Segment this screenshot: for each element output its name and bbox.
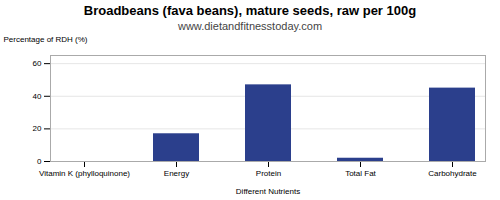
svg-text:Protein: Protein: [256, 169, 281, 178]
svg-text:0: 0: [37, 157, 42, 166]
svg-text:60: 60: [33, 59, 42, 68]
svg-text:Total Fat: Total Fat: [345, 169, 376, 178]
svg-text:40: 40: [33, 92, 42, 101]
svg-text:Different Nutrients: Different Nutrients: [236, 187, 300, 196]
svg-text:Carbohydrate: Carbohydrate: [428, 169, 477, 178]
html-text:Broadbeans (fava beans), matur: Broadbeans (fava beans), mature seeds, r…: [83, 3, 417, 18]
svg-text:Percentage of RDH (%): Percentage of RDH (%): [4, 35, 88, 44]
svg-text:Energy: Energy: [164, 169, 189, 178]
svg-text:20: 20: [33, 124, 42, 133]
html-text:www.dietandfitnesstoday.com: www.dietandfitnesstoday.com: [178, 20, 322, 32]
svg-text:Vitamin K (phylloquinone): Vitamin K (phylloquinone): [39, 169, 130, 178]
